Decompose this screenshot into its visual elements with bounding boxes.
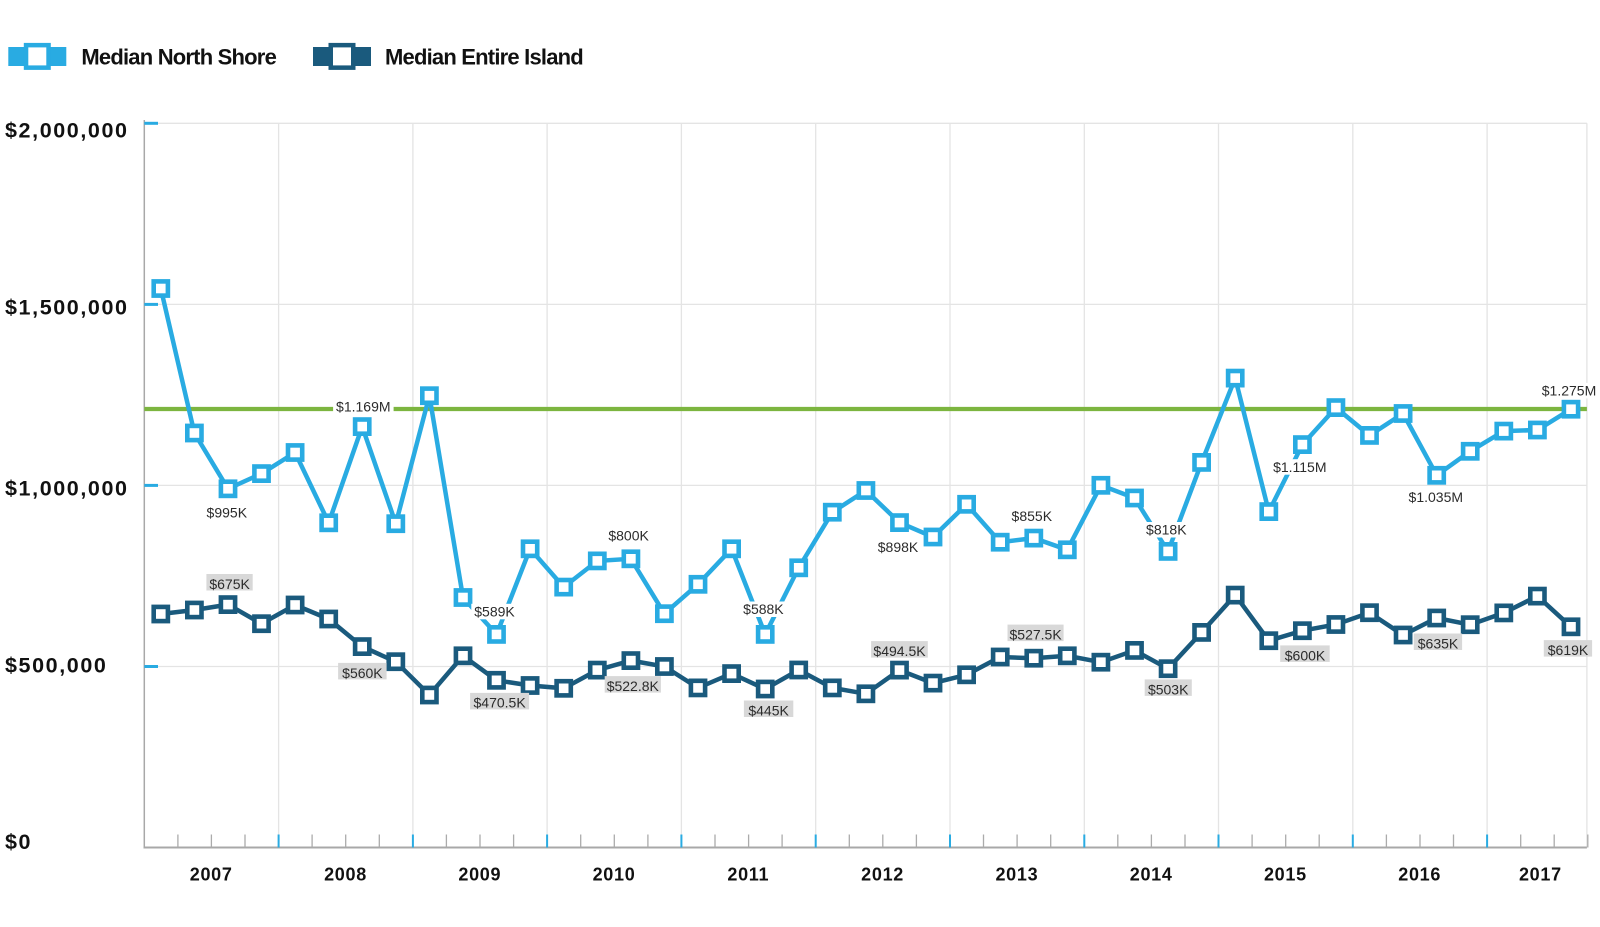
svg-text:$527.5K: $527.5K [1010,627,1063,643]
svg-text:$1.035M: $1.035M [1409,489,1463,505]
svg-text:$1.275M: $1.275M [1542,383,1596,399]
svg-text:$500,000: $500,000 [5,653,107,677]
svg-text:Median North Shore: Median North Shore [81,44,276,69]
svg-text:$635K: $635K [1418,635,1459,651]
svg-text:2009: 2009 [458,865,501,885]
svg-text:Median Entire Island: Median Entire Island [385,44,583,69]
svg-text:$0: $0 [5,830,32,854]
svg-text:2014: 2014 [1130,865,1173,885]
svg-text:$588K: $588K [743,601,784,617]
svg-text:$898K: $898K [878,539,919,555]
svg-text:$1.169M: $1.169M [336,399,390,415]
svg-text:2008: 2008 [324,865,367,885]
svg-text:$1,000,000: $1,000,000 [5,476,129,500]
svg-text:$522.8K: $522.8K [607,678,660,694]
svg-text:2013: 2013 [995,865,1038,885]
svg-text:$494.5K: $494.5K [873,643,926,659]
svg-text:$589K: $589K [474,604,515,620]
svg-text:2011: 2011 [727,865,769,885]
svg-text:$560K: $560K [342,665,383,681]
svg-text:$675K: $675K [209,576,250,592]
svg-text:$1,500,000: $1,500,000 [5,296,129,320]
svg-text:$800K: $800K [608,528,649,544]
svg-text:$445K: $445K [748,702,789,718]
svg-text:$503K: $503K [1148,681,1189,697]
svg-text:$855K: $855K [1012,508,1053,524]
svg-text:2017: 2017 [1519,865,1562,885]
svg-text:2010: 2010 [593,865,636,885]
svg-text:$470.5K: $470.5K [474,695,527,711]
svg-text:2012: 2012 [861,865,904,885]
svg-text:2016: 2016 [1398,865,1441,885]
svg-text:2015: 2015 [1264,865,1307,885]
svg-text:$2,000,000: $2,000,000 [5,119,129,143]
svg-text:$818K: $818K [1146,522,1187,538]
svg-text:$995K: $995K [207,504,248,520]
svg-text:$1.115M: $1.115M [1273,459,1326,475]
svg-text:2007: 2007 [190,865,233,885]
svg-text:$619K: $619K [1548,642,1589,658]
svg-text:$600K: $600K [1285,647,1326,663]
